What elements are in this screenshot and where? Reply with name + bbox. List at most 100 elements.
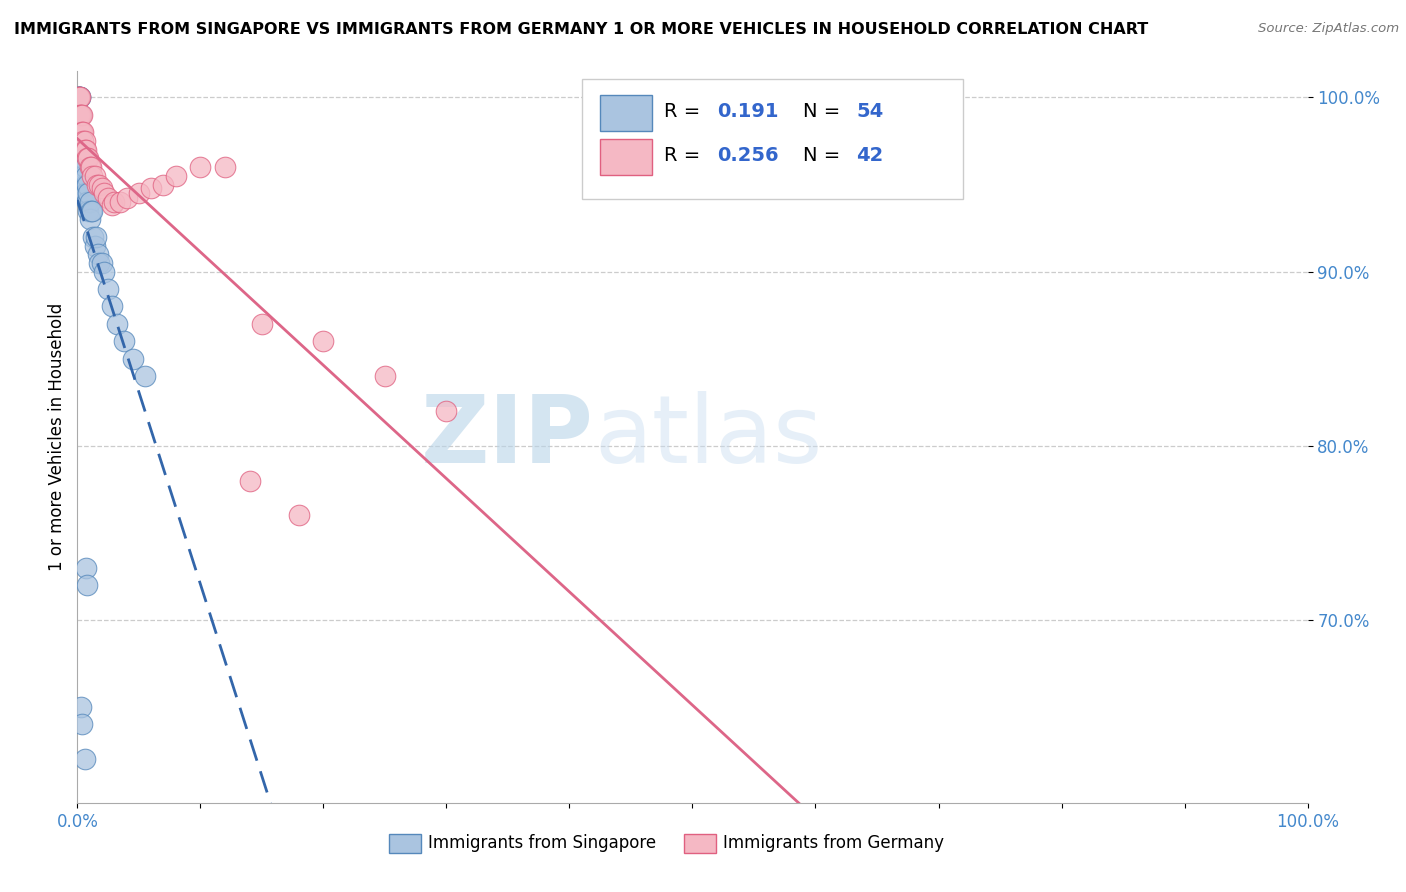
Point <box>89 178 111 192</box>
Point <box>67 90 90 104</box>
Point <box>70 108 93 122</box>
Point <box>110 194 132 209</box>
Point <box>80 203 103 218</box>
Text: N =: N = <box>803 102 846 121</box>
Point <box>70 178 93 192</box>
Point <box>69 125 91 139</box>
Point <box>90 256 114 270</box>
Text: N =: N = <box>803 146 846 165</box>
Point <box>239 474 262 488</box>
Text: 0.256: 0.256 <box>717 146 779 165</box>
Point <box>436 404 458 418</box>
Point <box>128 186 150 201</box>
Point <box>80 160 103 174</box>
Text: 42: 42 <box>856 146 883 165</box>
Point <box>77 186 100 201</box>
Point <box>72 186 94 201</box>
Point <box>70 178 93 192</box>
FancyBboxPatch shape <box>582 78 963 200</box>
Text: atlas: atlas <box>595 391 823 483</box>
Point <box>76 152 98 166</box>
FancyBboxPatch shape <box>683 834 716 854</box>
Point <box>84 229 107 244</box>
Point <box>79 212 101 227</box>
Text: ZIP: ZIP <box>422 391 595 483</box>
Point <box>141 181 163 195</box>
Point <box>90 181 114 195</box>
Point <box>69 143 91 157</box>
Point <box>69 90 91 104</box>
Point <box>288 508 311 523</box>
Point <box>75 186 97 201</box>
Point <box>67 90 90 104</box>
Point <box>214 160 236 174</box>
Point <box>152 178 174 192</box>
Point <box>72 125 94 139</box>
Point <box>134 369 156 384</box>
Point <box>70 125 93 139</box>
Y-axis label: 1 or more Vehicles in Household: 1 or more Vehicles in Household <box>48 303 66 571</box>
Point <box>73 178 96 192</box>
Text: R =: R = <box>664 146 707 165</box>
Point <box>69 90 91 104</box>
Point <box>70 143 93 157</box>
Point <box>97 192 120 206</box>
Point <box>72 134 94 148</box>
Point <box>73 134 96 148</box>
Point <box>79 194 101 209</box>
Point <box>72 169 94 183</box>
Point <box>69 125 91 139</box>
Point <box>103 194 125 209</box>
Point <box>82 203 104 218</box>
Point <box>70 108 93 122</box>
Point <box>67 90 90 104</box>
Point <box>70 108 93 122</box>
Point <box>67 90 90 104</box>
Text: R =: R = <box>664 102 707 121</box>
Point <box>70 169 93 183</box>
Point <box>67 90 90 104</box>
Point <box>93 265 115 279</box>
Point <box>89 256 111 270</box>
Point <box>105 317 128 331</box>
Point <box>101 198 124 212</box>
Text: Immigrants from Germany: Immigrants from Germany <box>723 834 945 852</box>
Point <box>75 560 97 574</box>
Point <box>69 160 91 174</box>
Point <box>82 169 104 183</box>
Point <box>312 334 335 349</box>
Point <box>93 186 115 201</box>
Point <box>69 90 91 104</box>
Point <box>69 108 91 122</box>
Point <box>86 178 108 192</box>
Point <box>73 160 96 174</box>
Point <box>70 125 93 139</box>
Point <box>70 717 93 731</box>
Point <box>67 90 90 104</box>
Point <box>112 334 135 349</box>
Point <box>73 143 96 157</box>
Point <box>374 369 396 384</box>
Point <box>75 169 97 183</box>
Point <box>83 238 105 252</box>
FancyBboxPatch shape <box>600 139 652 175</box>
Point <box>76 194 98 209</box>
Point <box>70 125 93 139</box>
Point <box>67 108 90 122</box>
Point <box>121 351 143 366</box>
Text: 0.191: 0.191 <box>717 102 779 121</box>
FancyBboxPatch shape <box>600 95 652 131</box>
Point <box>69 108 91 122</box>
Point <box>76 178 98 192</box>
Point <box>188 160 212 174</box>
Point <box>72 152 94 166</box>
Point <box>77 203 100 218</box>
Point <box>79 160 101 174</box>
Point <box>250 317 273 331</box>
Point <box>75 143 97 157</box>
Point <box>70 160 93 174</box>
Text: IMMIGRANTS FROM SINGAPORE VS IMMIGRANTS FROM GERMANY 1 OR MORE VEHICLES IN HOUSE: IMMIGRANTS FROM SINGAPORE VS IMMIGRANTS … <box>14 22 1149 37</box>
Point <box>76 578 98 592</box>
Point <box>73 752 96 766</box>
FancyBboxPatch shape <box>388 834 420 854</box>
